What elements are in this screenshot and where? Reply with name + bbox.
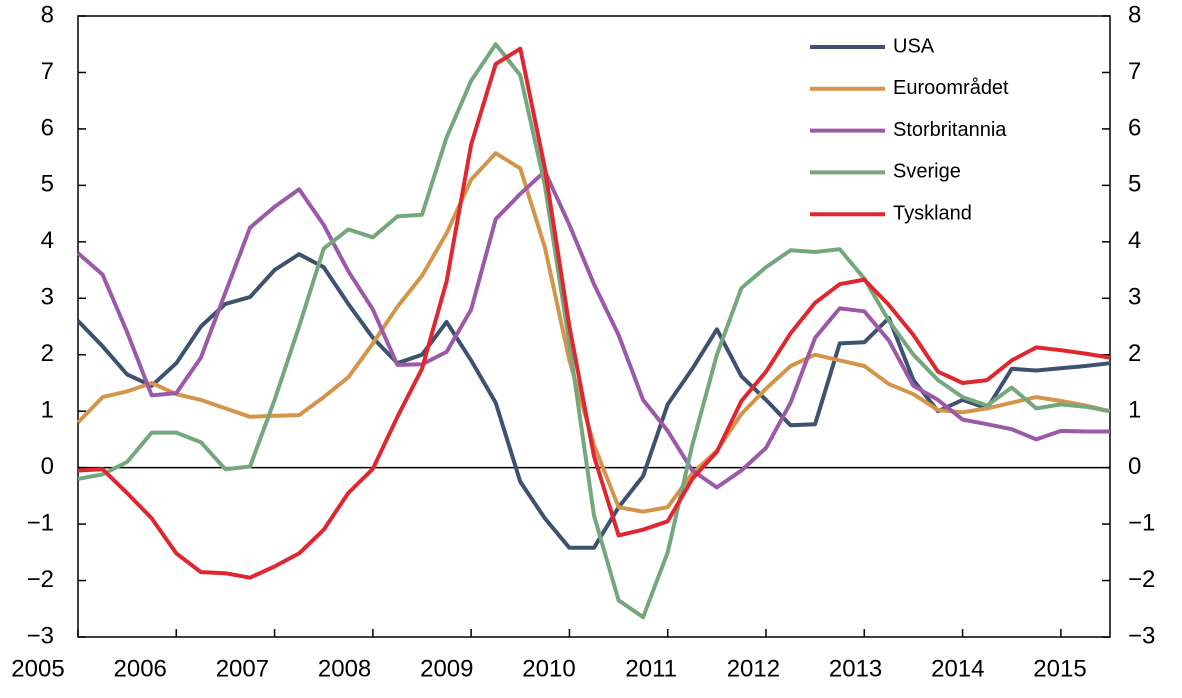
y-tick-label: 6 bbox=[41, 114, 54, 141]
series-line bbox=[76, 169, 1110, 490]
y2-tick-label: −1 bbox=[1128, 509, 1155, 536]
y2-tick-label: −3 bbox=[1128, 622, 1155, 649]
y-tick-label: 3 bbox=[41, 284, 54, 311]
legend-label: USA bbox=[893, 35, 935, 57]
y2-tick-label: 8 bbox=[1128, 1, 1141, 28]
y-tick-label: −3 bbox=[27, 622, 54, 649]
y-tick-label: 1 bbox=[41, 397, 54, 424]
y2-tick-label: 7 bbox=[1128, 58, 1141, 85]
y2-tick-label: 2 bbox=[1128, 340, 1141, 367]
y2-tick-label: 6 bbox=[1128, 114, 1141, 141]
y-tick-label: 4 bbox=[41, 227, 54, 254]
y-tick-label: 7 bbox=[41, 58, 54, 85]
y-tick-label: 5 bbox=[41, 171, 54, 198]
x-tick-label: 2010 bbox=[522, 655, 575, 682]
y-tick-label: 2 bbox=[41, 340, 54, 367]
y2-tick-label: −2 bbox=[1128, 566, 1155, 593]
legend-label: Tyskland bbox=[893, 202, 972, 224]
y-tick-label: 8 bbox=[41, 1, 54, 28]
x-tick-label: 2013 bbox=[829, 655, 882, 682]
y2-tick-label: 5 bbox=[1128, 171, 1141, 198]
x-tick-label: 2009 bbox=[420, 655, 473, 682]
x-tick-label: 2014 bbox=[931, 655, 984, 682]
plot-frame bbox=[77, 15, 1111, 638]
y2-tick-label: 3 bbox=[1128, 284, 1141, 311]
y-tick-label: 0 bbox=[41, 453, 54, 480]
x-tick-label: 2008 bbox=[318, 655, 371, 682]
x-tick-label: 2005 bbox=[11, 655, 64, 682]
legend-label: Euroområdet bbox=[893, 77, 1009, 99]
x-tick-label: 2015 bbox=[1033, 655, 1086, 682]
x-tick-label: 2007 bbox=[216, 655, 269, 682]
series-line bbox=[77, 46, 1111, 580]
legend-label: Storbritannia bbox=[893, 119, 1007, 141]
y2-tick-label: 4 bbox=[1128, 227, 1141, 254]
x-tick-label: 2006 bbox=[114, 655, 167, 682]
y-tick-label: −1 bbox=[27, 509, 54, 536]
legend-label: Sverige bbox=[893, 161, 961, 183]
y2-tick-label: 0 bbox=[1128, 453, 1141, 480]
series-line bbox=[77, 42, 1111, 620]
y2-tick-label: 1 bbox=[1128, 397, 1141, 424]
x-tick-label: 2011 bbox=[625, 655, 677, 682]
x-tick-label: 2012 bbox=[727, 655, 780, 682]
y-tick-label: −2 bbox=[27, 566, 54, 593]
series-line bbox=[76, 151, 1111, 514]
